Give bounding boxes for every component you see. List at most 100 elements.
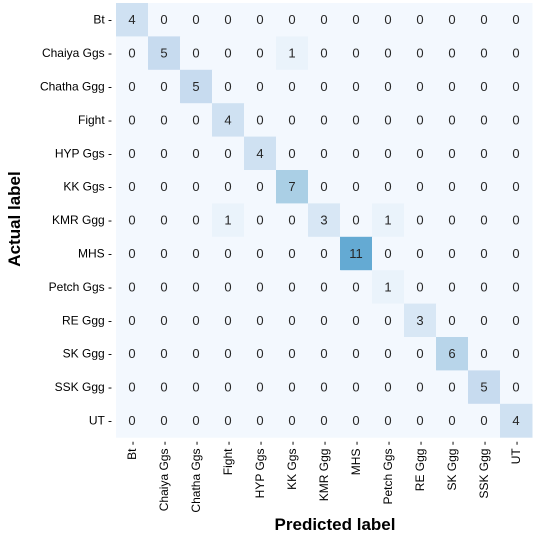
heatmap-cell <box>276 203 309 238</box>
heatmap-cell <box>340 3 373 37</box>
heatmap-cell <box>244 370 277 405</box>
heatmap-cell <box>468 236 501 271</box>
cell-value-label: 0 <box>416 346 423 361</box>
cell-value-label: 0 <box>128 213 135 228</box>
cell-value-label: 0 <box>224 179 231 194</box>
cell-value-label: 0 <box>448 413 455 428</box>
heatmap-cell <box>308 270 341 305</box>
cell-value-label: 0 <box>160 12 167 27</box>
cell-value-label: 0 <box>448 313 455 328</box>
cell-value-label: 0 <box>320 413 327 428</box>
cell-value-label: 6 <box>448 346 455 361</box>
heatmap-cell <box>404 337 437 371</box>
cell-value-label: 0 <box>480 79 487 94</box>
cell-value-label: 0 <box>192 279 199 294</box>
y-axis-title: Actual label <box>5 171 24 266</box>
cell-value-label: 0 <box>224 346 231 361</box>
heatmap-cell <box>212 103 245 138</box>
cell-value-label: 0 <box>384 346 391 361</box>
cell-value-label: 0 <box>288 79 295 94</box>
cell-value-label: 0 <box>352 112 359 127</box>
heatmap-cell <box>116 236 149 271</box>
cell-value-label: 0 <box>352 12 359 27</box>
cell-value-label: 0 <box>480 246 487 261</box>
cell-value-label: 0 <box>416 12 423 27</box>
cell-value-label: 0 <box>192 380 199 395</box>
cell-value-label: 0 <box>480 279 487 294</box>
cell-value-label: 0 <box>320 46 327 61</box>
cell-value-label: 0 <box>288 213 295 228</box>
cell-value-label: 0 <box>128 246 135 261</box>
heatmap-cell <box>404 136 437 171</box>
cell-value-label: 0 <box>448 179 455 194</box>
cell-value-label: 0 <box>192 246 199 261</box>
cell-value-label: 0 <box>512 146 519 161</box>
cell-value-label: 0 <box>384 246 391 261</box>
cell-value-label: 0 <box>512 112 519 127</box>
cell-value-label: 0 <box>384 179 391 194</box>
cell-value-label: 0 <box>160 413 167 428</box>
cell-value-label: 0 <box>416 112 423 127</box>
x-tick-label: Petch Ggs - <box>381 441 395 504</box>
cell-value-label: 0 <box>416 380 423 395</box>
cell-value-label: 4 <box>512 413 519 428</box>
y-tick-label: Bt - <box>93 13 112 27</box>
heatmap-cell <box>180 69 213 104</box>
heatmap-cell <box>148 3 181 37</box>
cell-value-label: 0 <box>512 346 519 361</box>
heatmap-cell <box>404 103 437 138</box>
cell-value-label: 0 <box>512 12 519 27</box>
cell-value-label: 0 <box>320 279 327 294</box>
heatmap-cell <box>180 337 213 371</box>
cell-value-label: 1 <box>384 213 391 228</box>
cell-value-label: 0 <box>288 380 295 395</box>
heatmap-cell <box>404 303 437 338</box>
heatmap-cell <box>436 36 469 71</box>
cell-value-label: 0 <box>384 46 391 61</box>
heatmap-cell <box>148 69 181 104</box>
y-tick-label: Chatha Ggg - <box>40 80 112 94</box>
heatmap-cell <box>500 170 533 204</box>
cell-value-label: 0 <box>160 313 167 328</box>
heatmap-cell <box>212 370 245 405</box>
heatmap-cell <box>340 69 373 104</box>
heatmap-cell <box>148 103 181 138</box>
heatmap-cell <box>212 36 245 71</box>
cell-value-label: 0 <box>480 46 487 61</box>
cell-value-label: 0 <box>192 112 199 127</box>
cell-value-label: 0 <box>480 112 487 127</box>
cell-value-label: 0 <box>288 346 295 361</box>
heatmap-cell <box>116 203 149 238</box>
cell-value-label: 0 <box>320 79 327 94</box>
x-tick-label: Bt - <box>125 441 139 460</box>
x-tick-label: KK Ggs - <box>285 441 299 490</box>
cell-value-label: 0 <box>128 413 135 428</box>
heatmap-cell <box>500 370 533 405</box>
heatmap-cell <box>148 203 181 238</box>
heatmap-cell <box>308 69 341 104</box>
cell-value-label: 0 <box>352 413 359 428</box>
cell-value-label: 0 <box>416 279 423 294</box>
y-tick-label: MHS - <box>78 247 112 261</box>
heatmap-cell <box>180 236 213 271</box>
heatmap-cell <box>276 136 309 171</box>
cell-value-label: 0 <box>288 279 295 294</box>
cell-value-label: 0 <box>416 213 423 228</box>
heatmap-cell <box>180 370 213 405</box>
cell-value-label: 0 <box>352 79 359 94</box>
heatmap-cell <box>308 3 341 37</box>
heatmap-cell <box>116 403 149 438</box>
y-tick-label: HYP Ggs - <box>55 146 112 160</box>
cell-value-label: 0 <box>192 313 199 328</box>
cell-value-label: 0 <box>384 12 391 27</box>
heatmap-cell <box>436 370 469 405</box>
cell-value-label: 0 <box>448 246 455 261</box>
heatmap-cell <box>500 36 533 71</box>
heatmap-cell <box>116 370 149 405</box>
cell-value-label: 0 <box>192 179 199 194</box>
heatmap-cell <box>116 136 149 171</box>
heatmap-cell <box>404 370 437 405</box>
heatmap-cell <box>372 3 405 37</box>
cell-value-label: 7 <box>288 179 295 194</box>
heatmap-cell <box>116 103 149 138</box>
